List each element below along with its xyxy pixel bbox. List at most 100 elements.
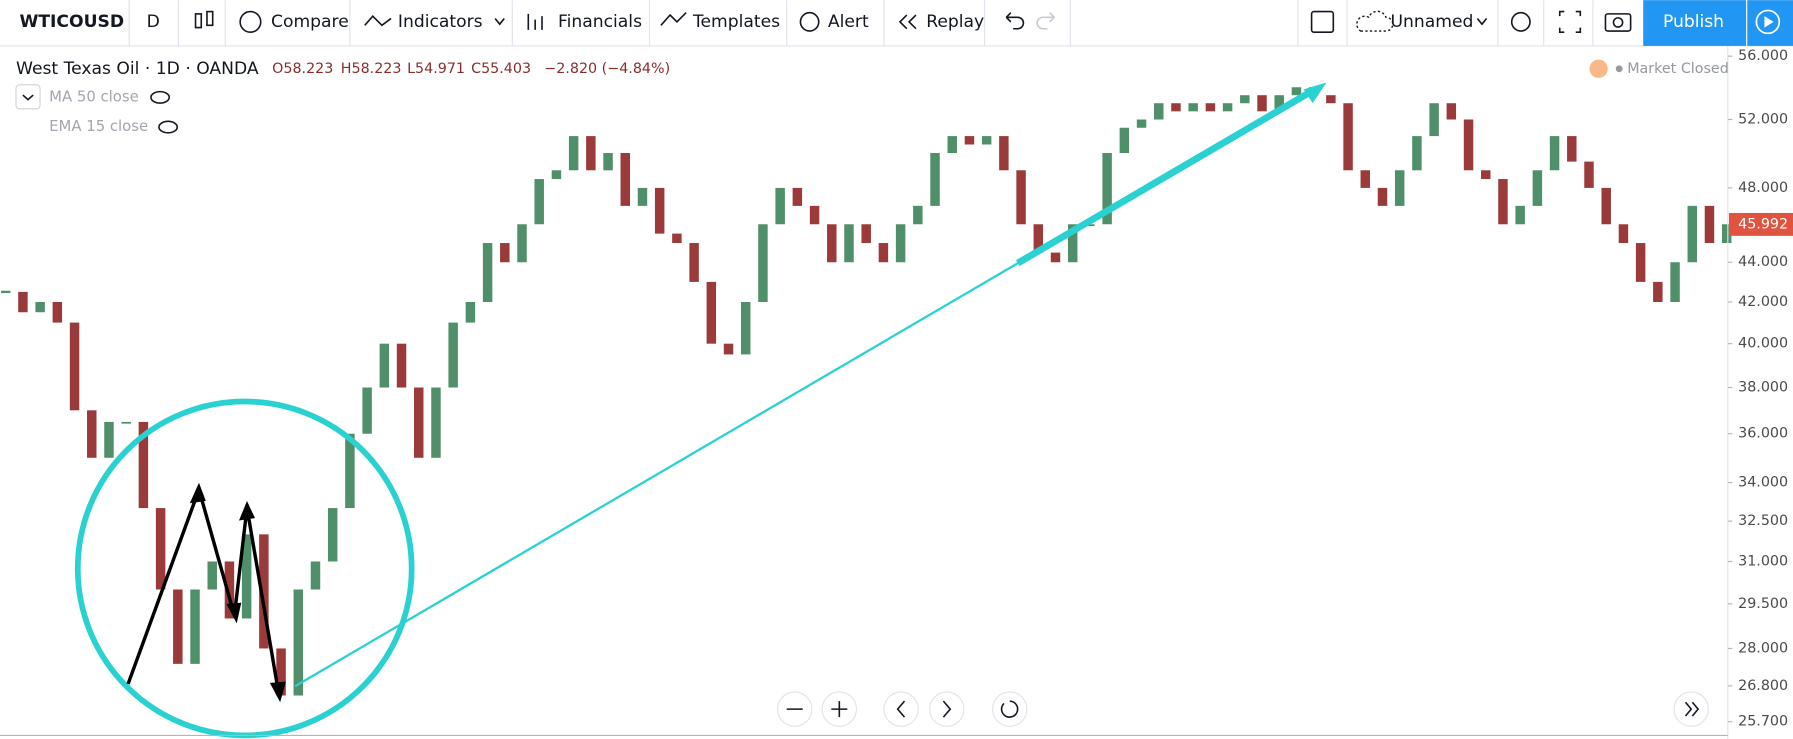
y-tick-label: 36.000 [1738,426,1788,442]
scroll-right-button[interactable] [929,691,965,727]
indicator-label[interactable]: MA 50 close [49,87,139,105]
layout-name[interactable]: Unnamed [1390,12,1473,32]
candle [1274,95,1284,112]
hidden-eye-icon[interactable] [150,90,171,104]
snapshot-button[interactable] [1604,13,1632,32]
candle [1377,187,1388,206]
candle [259,534,269,649]
dropdown-icon[interactable] [1476,17,1488,26]
candle [1567,136,1577,162]
candle [1584,161,1594,188]
icon [896,700,906,718]
hidden-eye-icon[interactable] [158,120,179,134]
financials-button[interactable]: Financials [558,12,642,32]
status-dot [1589,59,1608,78]
financials-icon[interactable] [527,13,543,30]
candle [52,301,63,323]
reset-button[interactable] [991,691,1028,727]
y-tick-label: 29.500 [1738,596,1788,612]
candle [18,291,28,313]
candle [620,153,630,206]
legend-close: C55.403 [471,61,531,77]
settings-button[interactable] [1510,11,1531,32]
legend-low: L54.971 [407,61,465,77]
alert-icon[interactable] [799,11,820,32]
candle [1498,179,1508,225]
publish-label[interactable]: Publish [1663,12,1724,32]
legend-open: O58.223 [272,61,333,77]
compare-button[interactable]: Compare [271,12,349,32]
redo-button[interactable] [1036,12,1055,30]
candle [809,205,820,225]
undo-button[interactable] [1005,12,1025,30]
candle [224,561,235,619]
indicators-icon[interactable] [364,14,392,27]
candle [155,508,166,590]
fullscreen-layout-icon[interactable] [1310,10,1335,33]
fullscreen-button[interactable] [1558,10,1582,33]
candle [1136,119,1147,128]
y-tick-label: 26.800 [1738,678,1788,694]
navigation [777,691,1709,727]
dropdown-icon[interactable] [494,17,505,26]
candle [362,387,372,434]
y-tick-label: 40.000 [1738,336,1788,352]
trend-arrow-thick [1015,86,1317,267]
publish-button[interactable] [1643,0,1747,46]
candle [1291,87,1302,96]
cloud-icon[interactable] [1356,10,1394,32]
candle [689,243,699,282]
symbol[interactable]: WTICOUSD [19,12,124,32]
replay-icon[interactable] [898,14,908,30]
candle [1188,103,1198,112]
interval[interactable]: D [147,12,160,32]
candle [1257,95,1267,112]
candle [844,224,854,263]
candle [981,136,992,145]
candle [603,153,613,171]
arrow-head [1303,82,1327,104]
icon [1684,701,1700,717]
candle [310,561,321,590]
compare-icon[interactable] [239,10,262,33]
candle [87,410,97,458]
alert-button[interactable]: Alert [828,12,869,32]
icon [831,701,848,718]
candle [379,343,390,388]
collapse-icon [22,94,34,101]
indicators-button[interactable]: Indicators [398,12,483,32]
candle [396,343,407,388]
replay-icon[interactable] [907,14,917,30]
candle [121,421,131,424]
status-dot-small [1615,65,1623,73]
candle [861,224,871,244]
indicator-label[interactable]: EMA 15 close [49,117,148,135]
templates-button[interactable]: Templates [692,12,780,32]
templates-icon[interactable] [660,12,687,26]
candle [1687,205,1697,263]
candle [568,136,579,171]
last-price-marker [1728,212,1793,236]
candle [241,534,252,619]
candle [999,136,1009,171]
price-axis: 56.000 52.000 48.000 44.000 42.000 40.000 38.0… [1727,48,1793,730]
candle [1394,170,1405,206]
y-tick-label: 52.000 [1738,112,1788,128]
icon [942,700,952,718]
candle [1463,119,1474,171]
replay-button[interactable]: Replay [926,12,984,32]
scroll-left-button[interactable] [883,691,919,727]
arrow-head [226,602,242,624]
candle [758,224,768,302]
collapse-button[interactable] [15,84,41,110]
snapshot-lens [1612,17,1624,28]
candle [775,187,785,225]
candle [637,187,648,206]
candle [293,589,304,696]
candle [792,187,803,206]
market-status: Market Closed [1627,61,1729,77]
chart-type-icon[interactable] [194,10,214,29]
arrow-head [269,681,286,703]
candle [138,421,149,509]
